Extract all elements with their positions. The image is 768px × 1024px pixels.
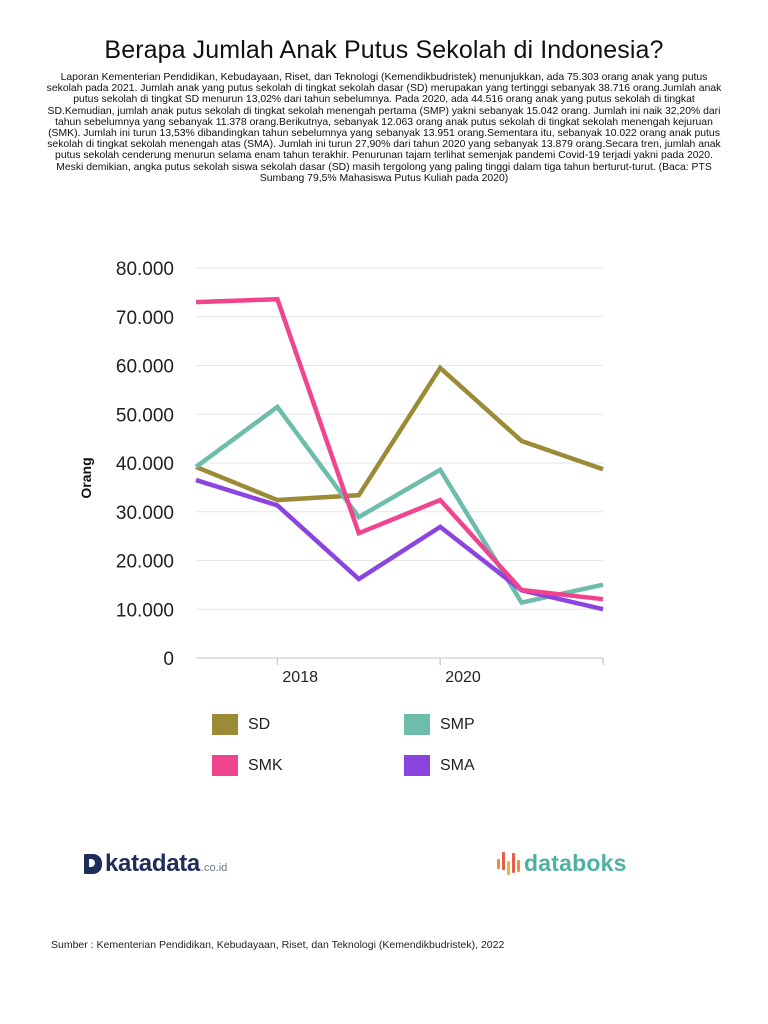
legend-swatch-smp bbox=[404, 714, 430, 735]
legend-item-sma: SMA bbox=[404, 755, 475, 776]
databoks-bar bbox=[507, 860, 510, 875]
katadata-d-icon bbox=[84, 854, 102, 874]
databoks-bars-icon bbox=[497, 851, 520, 875]
legend-item-smk: SMK bbox=[212, 755, 283, 776]
y-tick-label: 20.000 bbox=[116, 552, 174, 573]
databoks-logo: databoks bbox=[497, 850, 627, 877]
y-tick-label: 50.000 bbox=[116, 405, 174, 426]
legend-label-sd: SD bbox=[248, 715, 271, 733]
legend-label-sma: SMA bbox=[440, 756, 475, 774]
y-tick-label: 60.000 bbox=[116, 357, 174, 378]
katadata-suffix: .co.id bbox=[200, 862, 228, 874]
legend-swatch-smk bbox=[212, 755, 238, 776]
series-line-smp bbox=[194, 403, 604, 606]
y-tick-label: 10.000 bbox=[116, 600, 174, 621]
x-tick-label: 2020 bbox=[445, 669, 481, 686]
legend-item-sd: SD bbox=[212, 714, 270, 735]
series-lines bbox=[194, 296, 604, 612]
series-line-sma bbox=[195, 477, 604, 612]
x-axis: 2018 2020 bbox=[276, 658, 604, 686]
line-chart: 0 10.000 20.000 30.000 40.000 50.000 60.000 70.… bbox=[78, 259, 604, 686]
y-axis-title: Orang bbox=[78, 457, 94, 498]
y-tick-label: 40.000 bbox=[116, 454, 174, 475]
databoks-bar bbox=[497, 858, 500, 869]
y-tick-label: 80.000 bbox=[116, 259, 174, 280]
description-text: Laporan Kementerian Pendidikan, Kebudaya… bbox=[46, 72, 722, 184]
y-axis-labels: 0 10.000 20.000 30.000 40.000 50.000 60.000 70.… bbox=[116, 259, 174, 670]
legend-item-smp: SMP bbox=[404, 714, 475, 735]
databoks-wordmark: databoks bbox=[524, 850, 627, 876]
page-title: Berapa Jumlah Anak Putus Sekolah di Indo… bbox=[104, 36, 664, 64]
legend-swatch-sd bbox=[212, 714, 238, 735]
katadata-logo: katadata .co.id bbox=[84, 850, 227, 878]
databoks-bar bbox=[517, 859, 520, 872]
katadata-wordmark: katadata bbox=[105, 850, 200, 877]
source-note: Sumber : Kementerian Pendidikan, Kebuday… bbox=[51, 939, 505, 951]
y-tick-label: 0 bbox=[163, 649, 174, 670]
y-tick-label: 30.000 bbox=[116, 503, 174, 524]
series-line-smk bbox=[195, 296, 604, 602]
databoks-bar bbox=[502, 851, 505, 870]
databoks-bar bbox=[512, 852, 515, 873]
series-line-sd bbox=[195, 364, 604, 503]
legend-swatch-sma bbox=[404, 755, 430, 776]
legend-label-smk: SMK bbox=[248, 756, 283, 774]
x-tick-label: 2018 bbox=[282, 669, 318, 686]
legend-label-smp: SMP bbox=[440, 715, 475, 733]
y-tick-label: 70.000 bbox=[116, 308, 174, 329]
